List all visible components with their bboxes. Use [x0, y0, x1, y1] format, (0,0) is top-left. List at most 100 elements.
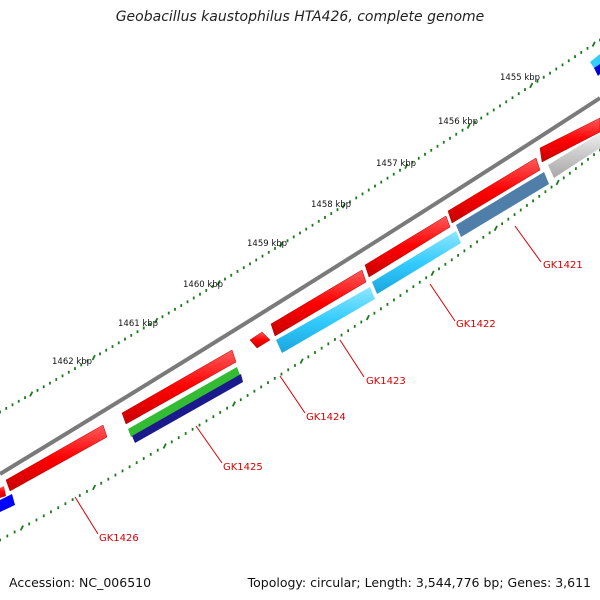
inner-minor-tick — [0, 538, 1, 542]
cds-reverse[interactable] — [0, 494, 15, 512]
inner-minor-tick — [78, 494, 81, 497]
inner-minor-tick — [568, 171, 571, 175]
ruler-kbp-label: 1458 kbp — [311, 200, 351, 210]
ruler-minor-tick — [355, 196, 358, 200]
inner-major-tick — [162, 443, 167, 449]
ruler-minor-tick — [436, 144, 439, 148]
cds-forward[interactable] — [5, 424, 108, 492]
inner-minor-tick — [550, 185, 553, 189]
inner-minor-tick — [444, 262, 447, 266]
inner-minor-tick — [170, 440, 173, 444]
gene-label[interactable]: GK1425 — [223, 462, 263, 473]
ruler-minor-tick — [292, 235, 295, 239]
gene-labels: GK1421 GK1422 GK1423 GK1424 GK1425 GK1426 — [99, 260, 583, 544]
ruler-minor-tick — [386, 176, 389, 180]
cds-forward[interactable] — [249, 331, 271, 349]
ruler-minor-tick — [492, 108, 495, 112]
cds-forward[interactable] — [121, 349, 237, 425]
ruler-minor-tick — [330, 212, 333, 215]
gene-label[interactable]: GK1423 — [366, 376, 406, 387]
inner-minor-tick — [149, 452, 152, 456]
gene-label[interactable]: GK1422 — [456, 319, 496, 330]
gene-label[interactable]: GK1421 — [543, 260, 583, 271]
inner-minor-tick — [386, 302, 389, 306]
ruler-minor-tick — [474, 120, 476, 124]
inner-minor-tick — [260, 385, 263, 389]
gene-label-leaders — [74, 225, 542, 535]
inner-minor-tick — [320, 346, 323, 350]
inner-minor-tick — [239, 398, 242, 402]
cds-forward[interactable] — [539, 117, 600, 163]
ruler-minor-tick — [461, 128, 464, 132]
gene-label[interactable]: GK1426 — [99, 533, 139, 544]
inner-minor-tick — [280, 372, 283, 376]
inner-minor-tick — [469, 244, 472, 248]
ruler-minor-tick — [130, 334, 133, 337]
ruler-major-tick — [154, 317, 159, 324]
ruler-minor-tick — [586, 46, 589, 50]
inner-minor-tick — [507, 217, 510, 221]
inner-minor-tick — [86, 490, 88, 493]
ruler-minor-tick — [49, 381, 51, 385]
gene-label[interactable]: GK1424 — [306, 412, 346, 423]
cds-forward[interactable] — [447, 157, 541, 224]
ruler-minor-tick — [424, 152, 426, 156]
cds-reverse[interactable] — [132, 374, 243, 443]
ruler-minor-tick — [511, 96, 514, 100]
inner-minor-tick — [562, 176, 565, 180]
ruler-minor-tick — [505, 100, 508, 104]
ruler-minor-tick — [86, 359, 89, 363]
inner-minor-tick — [327, 342, 330, 346]
cds-reverse[interactable] — [590, 54, 600, 68]
ruler-minor-tick — [142, 326, 145, 330]
cds-forward[interactable] — [0, 486, 6, 498]
ruler-labels: 1455 kbp 1456 kbp 1457 kbp 1458 kbp 1459 kbp… — [52, 73, 540, 367]
ruler-minor-tick — [242, 266, 245, 270]
ruler-minor-tick — [574, 55, 576, 59]
ruler-minor-tick — [336, 208, 339, 212]
cds-reverse[interactable] — [128, 367, 240, 437]
inner-minor-tick — [347, 329, 350, 333]
cds-forward[interactable] — [270, 269, 367, 337]
ruler-minor-tick — [80, 363, 83, 367]
inner-minor-tick — [532, 199, 535, 203]
ruler-minor-tick — [230, 273, 233, 277]
ruler-minor-tick — [411, 160, 414, 164]
inner-minor-tick — [438, 267, 440, 271]
ruler-minor-tick — [167, 311, 170, 315]
ruler-minor-tick — [299, 231, 301, 235]
cds-reverse[interactable] — [594, 64, 600, 76]
forward-strand-features — [0, 117, 600, 498]
cds-reverse[interactable] — [276, 287, 375, 353]
inner-minor-tick — [360, 320, 363, 324]
genome-summary-text: Topology: circular; Length: 3,544,776 bp… — [247, 575, 591, 590]
inner-minor-tick — [353, 324, 356, 328]
ruler-minor-tick — [380, 180, 383, 184]
cds-reverse[interactable] — [548, 133, 600, 178]
reverse-strand-features — [0, 54, 600, 512]
ruler-minor-tick — [99, 352, 101, 356]
ruler-minor-tick — [399, 168, 401, 172]
ruler-minor-tick — [449, 136, 451, 140]
inner-minor-tick — [526, 204, 528, 207]
ruler-minor-tick — [111, 345, 114, 348]
inner-major-tick — [231, 401, 236, 407]
inner-minor-tick — [13, 530, 16, 534]
ruler-minor-tick — [455, 132, 458, 136]
ruler-minor-tick — [361, 192, 364, 196]
ruler-minor-tick — [524, 88, 526, 91]
ruler-major-tick — [279, 241, 284, 248]
ruler-minor-tick — [555, 67, 558, 71]
ruler-minor-tick — [174, 307, 176, 311]
inner-minor-tick — [294, 364, 296, 367]
inner-minor-tick — [513, 213, 516, 217]
ruler-minor-tick — [11, 403, 14, 407]
ruler-minor-tick — [324, 216, 326, 219]
inner-tick-track — [0, 148, 600, 542]
ruler-layer: 1455 kbp 1456 kbp 1457 kbp 1458 kbp 1459 kbp… — [0, 38, 600, 414]
inner-minor-tick — [107, 477, 110, 481]
cds-reverse[interactable] — [372, 231, 461, 294]
inner-minor-tick — [340, 333, 343, 337]
cds-forward[interactable] — [364, 215, 451, 278]
cds-reverse[interactable] — [456, 172, 549, 237]
